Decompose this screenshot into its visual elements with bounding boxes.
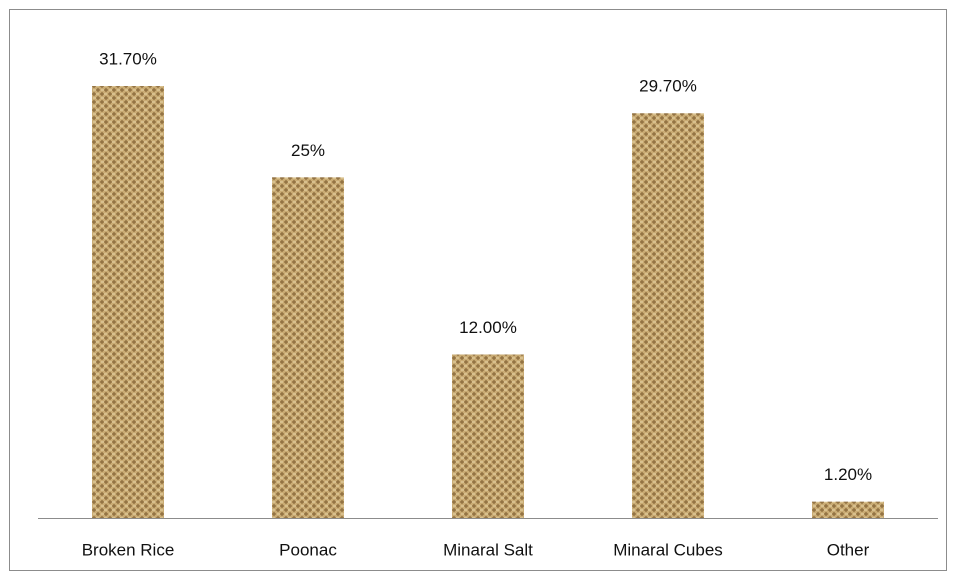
x-tick-label: Poonac bbox=[279, 540, 337, 559]
bar bbox=[812, 501, 884, 518]
x-tick-label: Minaral Salt bbox=[443, 540, 533, 559]
bar bbox=[92, 86, 164, 518]
value-label: 1.20% bbox=[824, 465, 872, 484]
value-label: 29.70% bbox=[639, 77, 697, 96]
x-tick-label: Other bbox=[827, 540, 870, 559]
bar bbox=[452, 354, 524, 518]
value-label: 12.00% bbox=[459, 318, 517, 337]
value-label: 31.70% bbox=[99, 49, 157, 68]
value-label: 25% bbox=[291, 141, 325, 160]
bar bbox=[272, 177, 344, 518]
x-tick-label: Minaral Cubes bbox=[613, 540, 723, 559]
bar bbox=[632, 113, 704, 518]
x-tick-label: Broken Rice bbox=[82, 540, 175, 559]
